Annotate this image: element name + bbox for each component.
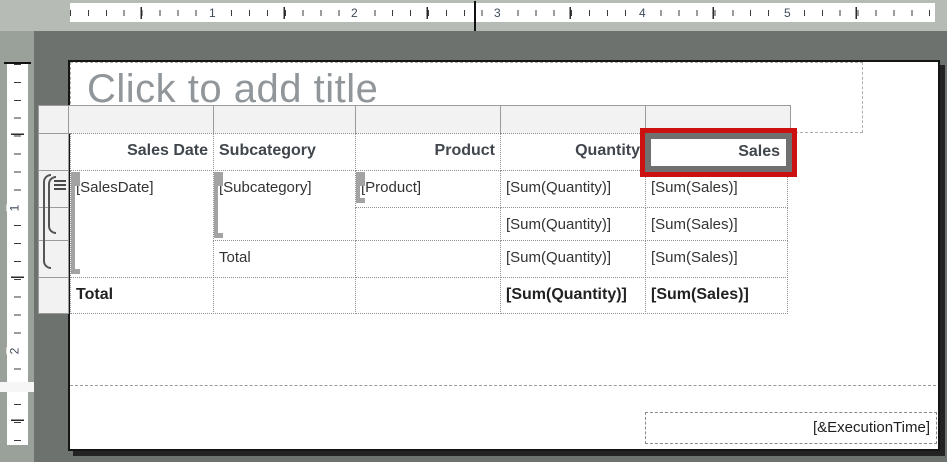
row-handle-header[interactable]: [38, 133, 69, 171]
cell-subcategory-total-label[interactable]: Total: [213, 240, 356, 278]
column-handle-sales-date[interactable]: [68, 105, 214, 134]
ruler-number: 2: [348, 6, 361, 20]
ruler-number: 3: [491, 6, 504, 20]
cell-empty[interactable]: [355, 277, 501, 314]
cell-sales-date-expression[interactable]: [SalesDate]: [70, 170, 214, 278]
cell-quantity-subcategory-total[interactable]: [Sum(Quantity)]: [500, 240, 646, 278]
cell-subcategory-expression[interactable]: [Subcategory]: [213, 170, 356, 241]
details-row-icon: [54, 180, 66, 192]
cell-scope-bracket-icon: [356, 172, 365, 203]
selected-cell-highlight: Sales: [640, 128, 797, 177]
ruler-number: 5: [781, 6, 794, 20]
column-handle-product[interactable]: [355, 105, 501, 134]
cell-quantity-grand-total[interactable]: [Sum(Quantity)]: [500, 277, 646, 314]
left-ruler-band: 1 2: [0, 31, 34, 462]
column-handle-quantity[interactable]: [500, 105, 646, 134]
ruler-number: 1: [6, 204, 23, 212]
ruler-position-marker: [474, 1, 476, 31]
ruler-origin-marker: [4, 62, 31, 64]
header-cell-sales-selected[interactable]: Sales: [645, 133, 792, 172]
cell-sales-grand-total[interactable]: [Sum(Sales)]: [645, 277, 788, 314]
cell-empty[interactable]: [355, 207, 501, 241]
top-ruler-band: 1 2 3 4 5: [0, 0, 947, 31]
cell-empty[interactable]: [213, 277, 356, 314]
header-cell-quantity[interactable]: Quantity: [500, 133, 646, 171]
group-bracket-inner-icon: [48, 176, 56, 234]
row-handle-grand-total[interactable]: [38, 277, 69, 314]
ruler-number: 4: [636, 6, 649, 20]
execution-time-textbox[interactable]: [&ExecutionTime]: [645, 412, 937, 444]
cell-product-expression[interactable]: [Product]: [355, 170, 501, 208]
header-cell-sales-date[interactable]: Sales Date: [70, 133, 214, 171]
header-cell-product[interactable]: Product: [355, 133, 501, 171]
header-cell-subcategory[interactable]: Subcategory: [213, 133, 356, 171]
vertical-ruler: 1 2: [6, 64, 28, 445]
ruler-number: 1: [206, 6, 219, 20]
body-footer-divider: [70, 385, 936, 386]
cell-sales-product-total[interactable]: [Sum(Sales)]: [645, 207, 788, 241]
group-bracket-outer-icon: [43, 174, 51, 269]
report-title-placeholder[interactable]: Click to add title: [87, 67, 379, 111]
cell-scope-bracket-icon: [214, 172, 223, 238]
cell-quantity-detail[interactable]: [Sum(Quantity)]: [500, 170, 646, 208]
cell-grand-total-label[interactable]: Total: [70, 277, 214, 314]
column-handle-subcategory[interactable]: [213, 105, 356, 134]
cell-sales-subcategory-total[interactable]: [Sum(Sales)]: [645, 240, 788, 278]
cell-scope-bracket-icon: [71, 172, 80, 274]
ruler-section-gap: [0, 382, 34, 392]
tablix-corner-handle[interactable]: [38, 105, 69, 134]
cell-empty[interactable]: [355, 240, 501, 278]
ruler-number: 2: [6, 347, 23, 355]
cell-quantity-product-total[interactable]: [Sum(Quantity)]: [500, 207, 646, 241]
horizontal-ruler: 1 2 3 4 5: [70, 3, 935, 22]
